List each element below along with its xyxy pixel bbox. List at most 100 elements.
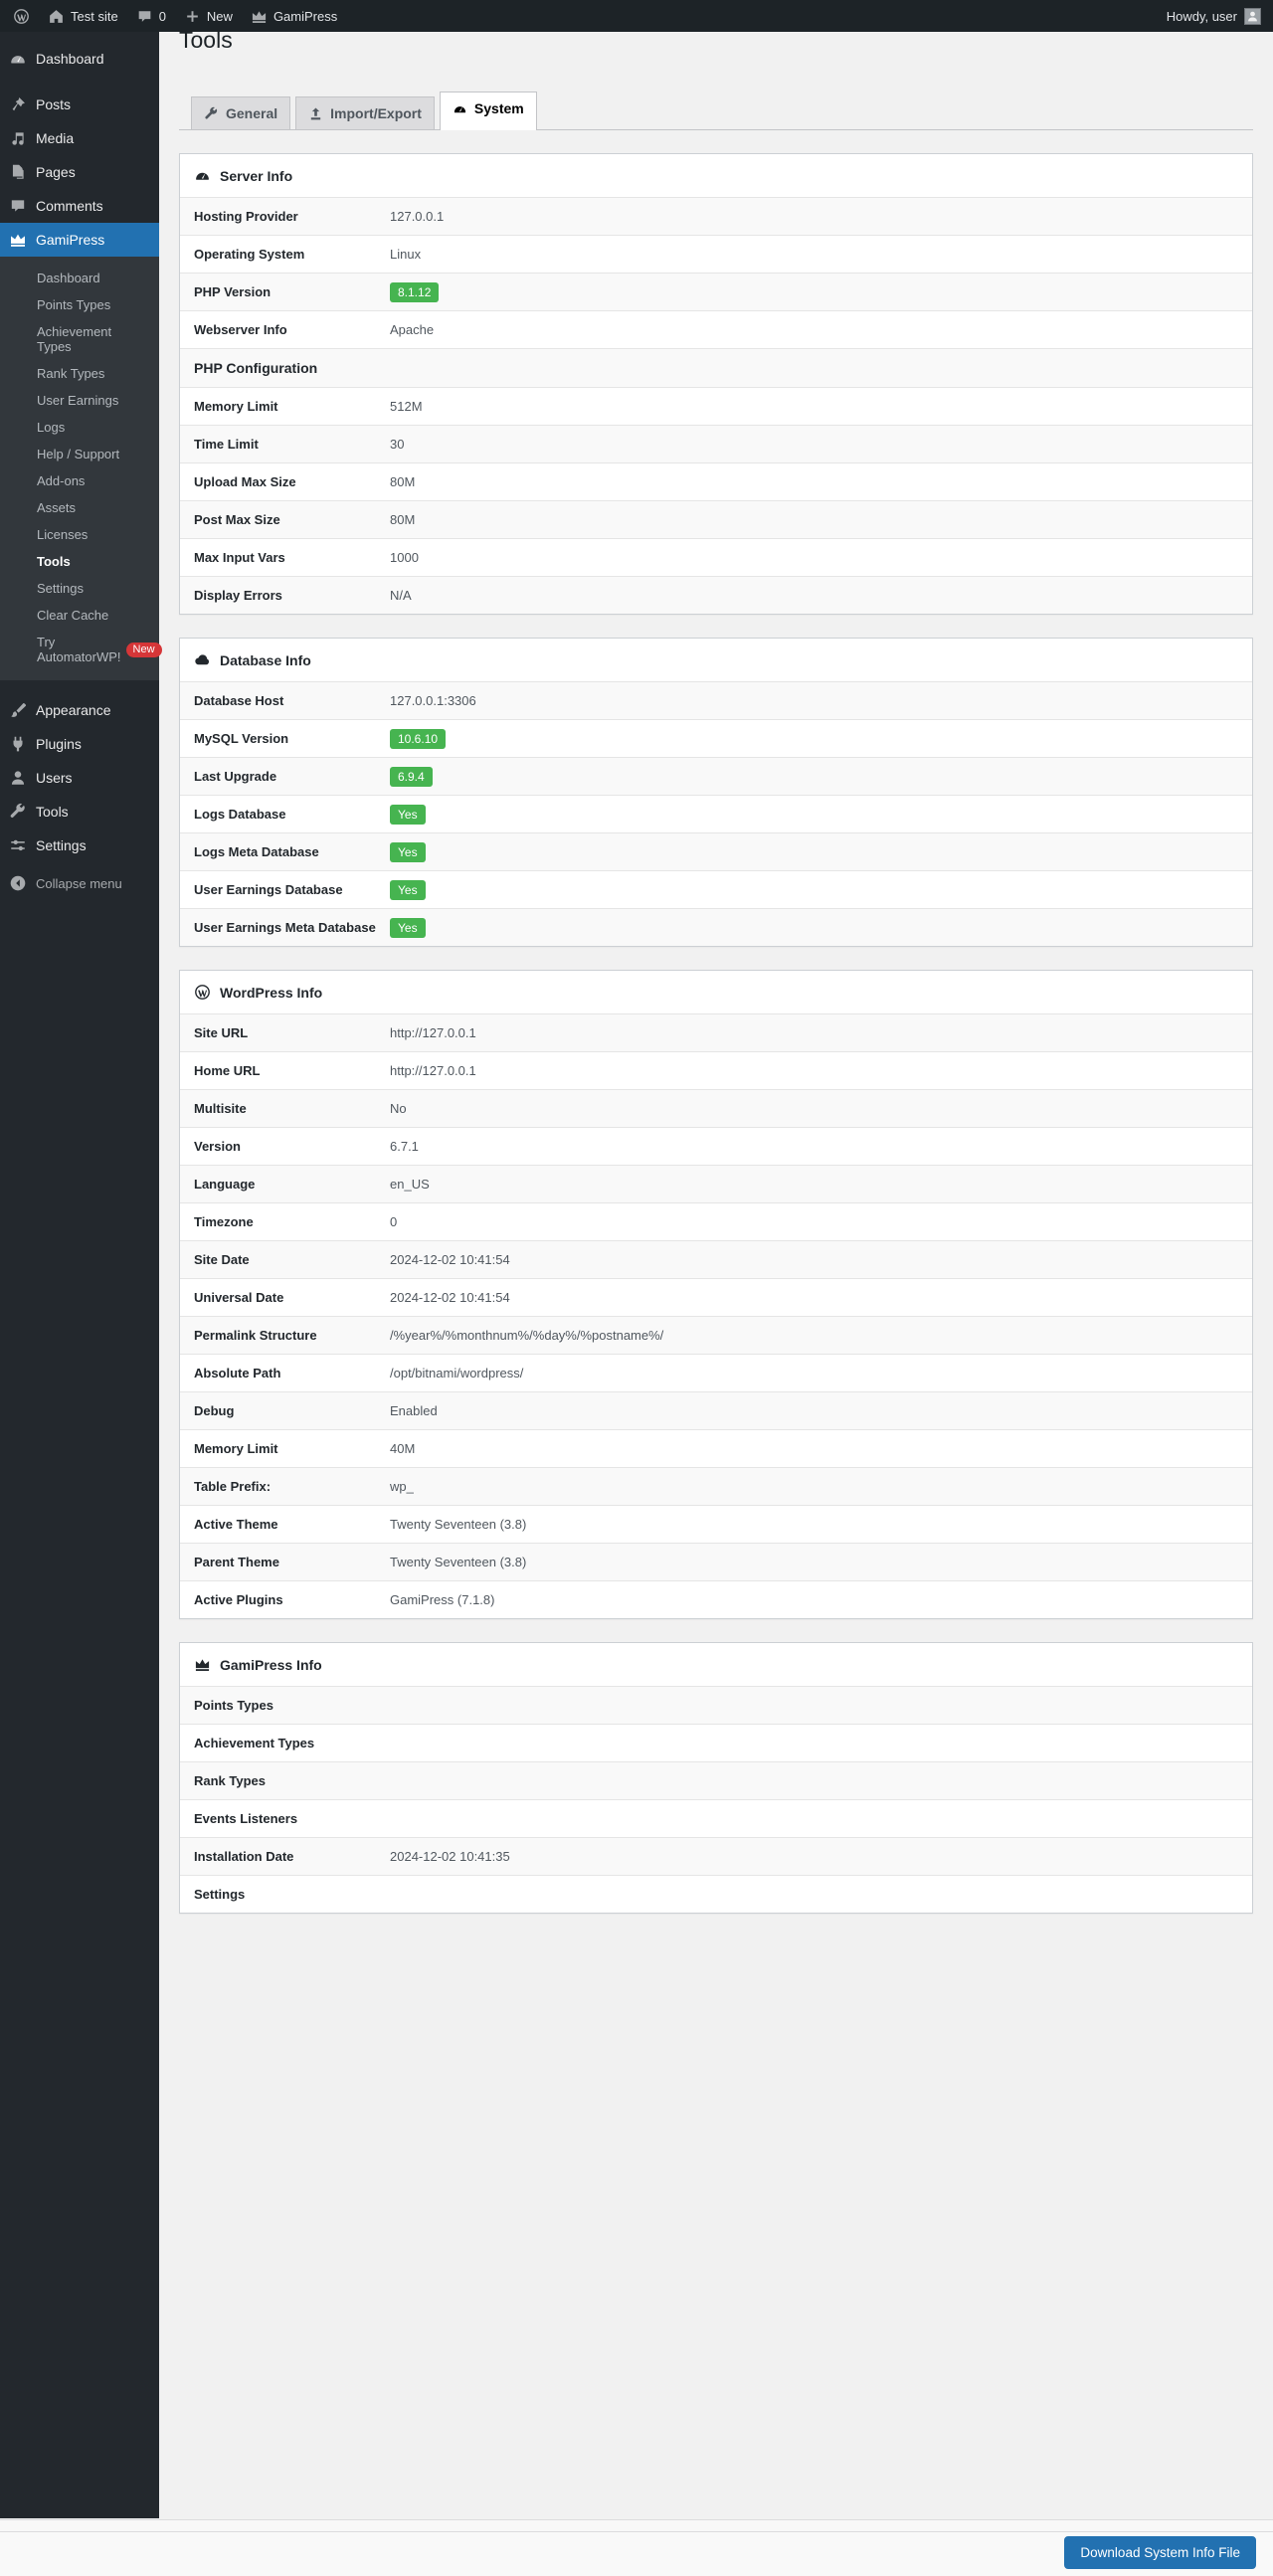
submenu-item-label: Settings xyxy=(37,581,84,596)
gamipress-submenu-item[interactable]: Add-ons xyxy=(0,467,159,494)
row-label: Rank Types xyxy=(194,1773,267,1788)
admin-bar-item[interactable] xyxy=(4,0,39,32)
admin-bar-left: Test site 0 New GamiPress xyxy=(0,0,346,32)
table-row: Multisite No xyxy=(180,1089,1252,1127)
table-row: Absolute Path /opt/bitnami/wordpress/ xyxy=(180,1354,1252,1391)
gamipress-submenu-item[interactable]: Clear Cache xyxy=(0,602,159,629)
row-value: 1000 xyxy=(390,550,419,565)
row-label: Achievement Types xyxy=(194,1736,315,1750)
admin-bar-item[interactable]: GamiPress xyxy=(242,0,346,32)
row-value: 30 xyxy=(390,437,405,452)
admin-bar-item[interactable]: 0 xyxy=(127,0,175,32)
sidebar-item[interactable]: Pages xyxy=(0,155,159,189)
row-value xyxy=(390,1800,1252,1837)
pin-icon xyxy=(9,95,27,113)
row-label: Active Plugins xyxy=(194,1592,283,1607)
gamipress-submenu-item[interactable]: Rank Types xyxy=(0,360,159,387)
table-row: Database Host 127.0.0.1:3306 xyxy=(180,681,1252,719)
plug-icon xyxy=(9,735,27,753)
row-label: User Earnings Meta Database xyxy=(194,920,376,935)
sidebar-item-label: GamiPress xyxy=(36,232,105,248)
server-info-section: Server Info Hosting Provider 127.0.0.1 O… xyxy=(179,153,1253,615)
sidebar-item-label: Comments xyxy=(36,198,103,214)
row-value: Enabled xyxy=(390,1403,438,1418)
submenu-item-label: Dashboard xyxy=(37,271,100,285)
table-row: Rank Types xyxy=(180,1761,1252,1799)
submenu-item-label: Clear Cache xyxy=(37,608,109,623)
table-row: Upload Max Size 80M xyxy=(180,462,1252,500)
gamipress-submenu-item[interactable]: User Earnings xyxy=(0,387,159,414)
row-value: /opt/bitnami/wordpress/ xyxy=(390,1366,524,1380)
row-value: 2024-12-02 10:41:35 xyxy=(390,1849,510,1864)
row-value: 127.0.0.1 xyxy=(390,209,445,224)
gamipress-submenu-item[interactable]: Logs xyxy=(0,414,159,441)
user-icon xyxy=(9,769,27,787)
sidebar-item[interactable]: Posts xyxy=(0,88,159,121)
tab[interactable]: System xyxy=(439,92,537,130)
sidebar-item[interactable]: Users xyxy=(0,761,159,795)
table-row: Operating System Linux xyxy=(180,235,1252,273)
sidebar-item-gamipress[interactable]: GamiPress xyxy=(0,223,159,257)
tab-label: Import/Export xyxy=(330,105,422,121)
gamipress-submenu-item[interactable]: Points Types xyxy=(0,291,159,318)
sidebar-item[interactable]: Appearance xyxy=(0,693,159,727)
row-label: Debug xyxy=(194,1403,235,1418)
submenu-item-label: Rank Types xyxy=(37,366,105,381)
footer-divider xyxy=(0,2519,1273,2532)
table-row: User Earnings Meta Database Yes xyxy=(180,908,1252,946)
row-value: http://127.0.0.1 xyxy=(390,1025,476,1040)
sidebar: Dashboard Posts Media Pages Comments Gam… xyxy=(0,32,162,2518)
sidebar-item[interactable]: Settings xyxy=(0,828,159,862)
table-row: Parent Theme Twenty Seventeen (3.8) xyxy=(180,1543,1252,1580)
row-value xyxy=(390,1762,1252,1799)
database-info-header: Database Info xyxy=(180,639,1252,681)
sidebar-item-label: Appearance xyxy=(36,702,111,718)
download-system-info-button[interactable]: Download System Info File xyxy=(1064,2536,1256,2569)
gamipress-submenu-item[interactable]: Achievement Types xyxy=(0,318,159,360)
row-value: /%year%/%monthnum%/%day%/%postname%/ xyxy=(390,1328,664,1343)
admin-bar-item[interactable]: New xyxy=(175,0,242,32)
sidebar-item[interactable]: Tools xyxy=(0,795,159,828)
sidebar-item[interactable]: Dashboard xyxy=(0,42,159,76)
wrench-icon xyxy=(9,803,27,821)
row-label: Absolute Path xyxy=(194,1366,281,1380)
admin-bar-item[interactable]: Test site xyxy=(39,0,127,32)
gamipress-submenu-item[interactable]: Assets xyxy=(0,494,159,521)
sidebar-item[interactable]: Comments xyxy=(0,189,159,223)
media-icon xyxy=(9,129,27,147)
gamipress-submenu-item[interactable]: Tools xyxy=(0,548,159,575)
row-value: GamiPress (7.1.8) xyxy=(390,1592,495,1607)
row-label: Logs Meta Database xyxy=(194,844,319,859)
collapse-menu-button[interactable]: Collapse menu xyxy=(0,866,159,900)
sidebar-item[interactable]: Media xyxy=(0,121,159,155)
tab[interactable]: General xyxy=(191,96,291,129)
section-title: WordPress Info xyxy=(220,984,323,1001)
table-row: Webserver Info Apache xyxy=(180,310,1252,348)
tab[interactable]: Import/Export xyxy=(295,96,435,129)
account-menu[interactable]: Howdy, user xyxy=(1167,7,1273,25)
row-value: 80M xyxy=(390,474,416,489)
row-value: 8.1.12 xyxy=(390,274,1252,310)
admin-bar-item-label: New xyxy=(206,8,233,24)
table-row: Debug Enabled xyxy=(180,1391,1252,1429)
table-row: MySQL Version 10.6.10 xyxy=(180,719,1252,757)
table-row: Events Listeners xyxy=(180,1799,1252,1837)
table-row: Site URL http://127.0.0.1 xyxy=(180,1013,1252,1051)
gamipress-submenu-item[interactable]: Settings xyxy=(0,575,159,602)
gamipress-submenu-item[interactable]: Dashboard xyxy=(0,265,159,291)
row-label: Memory Limit xyxy=(194,399,278,414)
section-title: Database Info xyxy=(220,651,311,668)
gamipress-submenu-item[interactable]: Try AutomatorWP! New xyxy=(0,629,162,670)
gamipress-submenu-item[interactable]: Licenses xyxy=(0,521,159,548)
row-label: Table Prefix: xyxy=(194,1479,272,1494)
settings-content xyxy=(390,1876,1252,1913)
table-row: Display Errors N/A xyxy=(180,576,1252,614)
row-label: PHP Version xyxy=(194,284,272,299)
table-row: User Earnings Database Yes xyxy=(180,870,1252,908)
sidebar-item[interactable]: Plugins xyxy=(0,727,159,761)
database-info-section: Database Info Database Host 127.0.0.1:33… xyxy=(179,638,1253,947)
upload-icon xyxy=(308,106,323,121)
gamipress-submenu-item[interactable]: Help / Support xyxy=(0,441,159,467)
table-row: Post Max Size 80M xyxy=(180,500,1252,538)
table-row: Installation Date 2024-12-02 10:41:35 xyxy=(180,1837,1252,1875)
